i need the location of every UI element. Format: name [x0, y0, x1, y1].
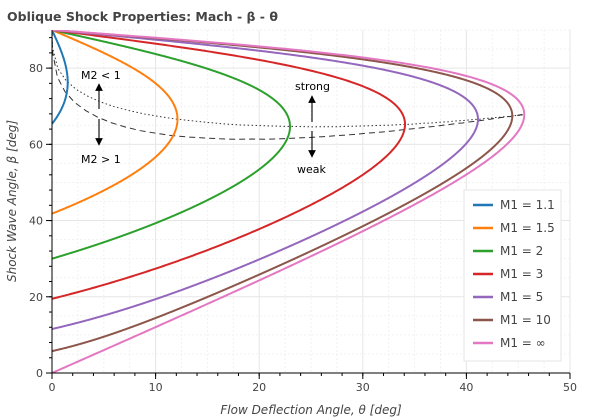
- y-tick-label: 20: [29, 291, 43, 304]
- sonic-line: [52, 30, 525, 140]
- y-tick-label: 0: [36, 367, 43, 380]
- y-tick-label: 40: [29, 215, 43, 228]
- reference-lines: [52, 30, 525, 140]
- x-axis-label: Flow Deflection Angle, θ [deg]: [220, 403, 402, 417]
- series-line-2: [52, 30, 179, 215]
- x-tick-label: 50: [563, 381, 577, 394]
- axes: 0 10 20 30 40 50 0 20 40 60 80: [29, 30, 577, 394]
- annotations: M2 < 1 M2 > 1 strong weak: [81, 69, 330, 176]
- annotation-weak: weak: [297, 163, 327, 176]
- chart-title: Oblique Shock Properties: Mach - β - θ: [7, 9, 278, 24]
- annotation-strong: strong: [295, 80, 330, 93]
- y-axis-label: Shock Wave Angle, β [deg]: [5, 120, 19, 282]
- max-deflection-line: [52, 30, 525, 128]
- legend-label: M1 = 3: [500, 267, 543, 281]
- legend-box: [463, 189, 562, 362]
- annotation-m2-greater: M2 > 1: [81, 153, 121, 166]
- y-tick-label: 80: [29, 62, 43, 75]
- x-tick-label: 30: [356, 381, 370, 394]
- series-line-1: [52, 30, 69, 125]
- legend-label: M1 = 1.1: [500, 198, 555, 212]
- series-line-5: [52, 30, 479, 330]
- legend-label: M1 = 1.5: [500, 221, 555, 235]
- y-tick-label: 60: [29, 138, 43, 151]
- annotation-m2-less: M2 < 1: [81, 69, 121, 82]
- x-tick-label: 10: [149, 381, 163, 394]
- legend-label: M1 = 2: [500, 244, 543, 258]
- x-tick-label: 20: [252, 381, 266, 394]
- legend-label: M1 = 5: [500, 290, 543, 304]
- series-line-3: [52, 30, 292, 260]
- series-line-4: [52, 30, 406, 300]
- x-tick-label: 0: [49, 381, 56, 394]
- series-lines: [52, 30, 526, 373]
- series-line-6: [52, 30, 514, 353]
- x-tick-label: 40: [459, 381, 473, 394]
- legend-label: M1 = ∞: [500, 336, 546, 350]
- legend: M1 = 1.1 M1 = 1.5 M1 = 2 M1 = 3 M1 = 5 M1 = 1…: [463, 189, 562, 362]
- legend-label: M1 = 10: [500, 313, 551, 327]
- series-line-7: [52, 30, 526, 373]
